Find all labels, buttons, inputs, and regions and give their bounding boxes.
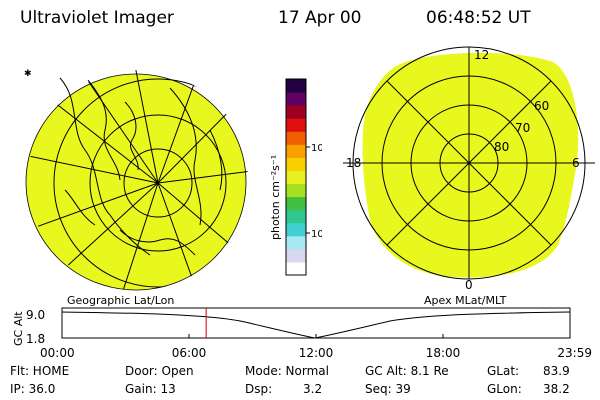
colorbar-swatch [286, 261, 306, 276]
mlat-label-80: 80 [494, 140, 509, 154]
geo-panel-label: Geographic Lat/Lon [67, 294, 174, 307]
alt-plot-tick-label: 00:00 [40, 346, 75, 360]
colorbar-tick-10: 10 [311, 229, 322, 240]
colorbar-swatch [286, 248, 306, 263]
colorbar-swatch [286, 157, 306, 171]
colorbar-gradient [286, 79, 306, 276]
glon-label: GLon: [487, 382, 522, 396]
mlat-mlt-panel: 12 18 6 0 60 70 80 [343, 46, 595, 292]
mlt-label-0: 0 [465, 278, 473, 292]
alt-plot-ymin: 1.8 [26, 332, 45, 346]
alt-plot-tick-label: 23:59 [557, 346, 592, 360]
mlt-label-18: 18 [346, 156, 361, 170]
geographic-map-panel: ✱ [24, 69, 248, 291]
alt-plot-tick-label: 18:00 [426, 346, 461, 360]
dsp-label: Dsp: [245, 382, 273, 396]
mlat-label-70: 70 [515, 121, 530, 135]
colorbar-swatch [286, 222, 306, 237]
colorbar-swatch [286, 79, 306, 93]
alt-plot-xticks: 00:00 06:00 12:00 18:00 23:59 [40, 334, 592, 360]
instrument-title: Ultraviolet Imager [20, 8, 174, 28]
gc-alt-readout: GC Alt: 8.1 Re [365, 364, 449, 378]
mlt-panel-label: Apex MLat/MLT [424, 294, 507, 307]
mlt-label-12: 12 [474, 48, 489, 62]
door-readout: Door: Open [125, 364, 194, 378]
colorbar-swatch [286, 209, 306, 224]
altitude-curve [61, 311, 571, 339]
glat-value: 83.9 [543, 364, 570, 378]
colorbar-panel: 100 10 photon cm⁻²s⁻¹ [269, 78, 322, 276]
glat-label: GLat: [487, 364, 520, 378]
glon-value: 38.2 [543, 382, 570, 396]
colorbar-unit-label: photon cm⁻²s⁻¹ [269, 155, 282, 240]
north-pole-marker: ✱ [24, 69, 32, 79]
seq-readout: Seq: 39 [365, 382, 411, 396]
coastlines [59, 77, 223, 256]
colorbar-swatch [286, 92, 306, 106]
ip-readout: IP: 36.0 [10, 382, 56, 396]
alt-plot-tick-label: 06:00 [172, 346, 207, 360]
date-label: 17 Apr 00 [278, 8, 362, 28]
alt-plot-ylabel: GC Alt [12, 311, 25, 346]
mlt-grid [343, 46, 595, 280]
colorbar-swatch [286, 144, 306, 158]
dsp-value: 3.2 [303, 382, 323, 396]
gain-readout: Gain: 13 [125, 382, 176, 396]
mlt-label-6: 6 [572, 156, 580, 170]
altitude-plot: Geographic Lat/Lon Apex MLat/MLT GC Alt … [12, 294, 592, 360]
mlat-label-60: 60 [534, 99, 549, 113]
colorbar-swatch [286, 235, 306, 250]
mlt-aurora-fill [362, 52, 579, 278]
geo-aurora-fill [26, 74, 246, 290]
flt-readout: Flt: HOME [10, 364, 70, 378]
colorbar-swatch [286, 118, 306, 132]
mode-readout: Mode: Normal [245, 364, 329, 378]
alt-plot-tick-label: 12:00 [299, 346, 334, 360]
colorbar-swatch [286, 183, 306, 198]
alt-plot-ymax: 9.0 [26, 308, 45, 322]
colorbar-swatch [286, 105, 306, 119]
colorbar-tick-100: 100 [311, 143, 322, 154]
colorbar-swatch [286, 131, 306, 145]
colorbar-swatch [286, 170, 306, 185]
time-label: 06:48:52 UT [426, 8, 531, 28]
alt-plot-frame [61, 307, 571, 339]
colorbar-swatch [286, 196, 306, 211]
